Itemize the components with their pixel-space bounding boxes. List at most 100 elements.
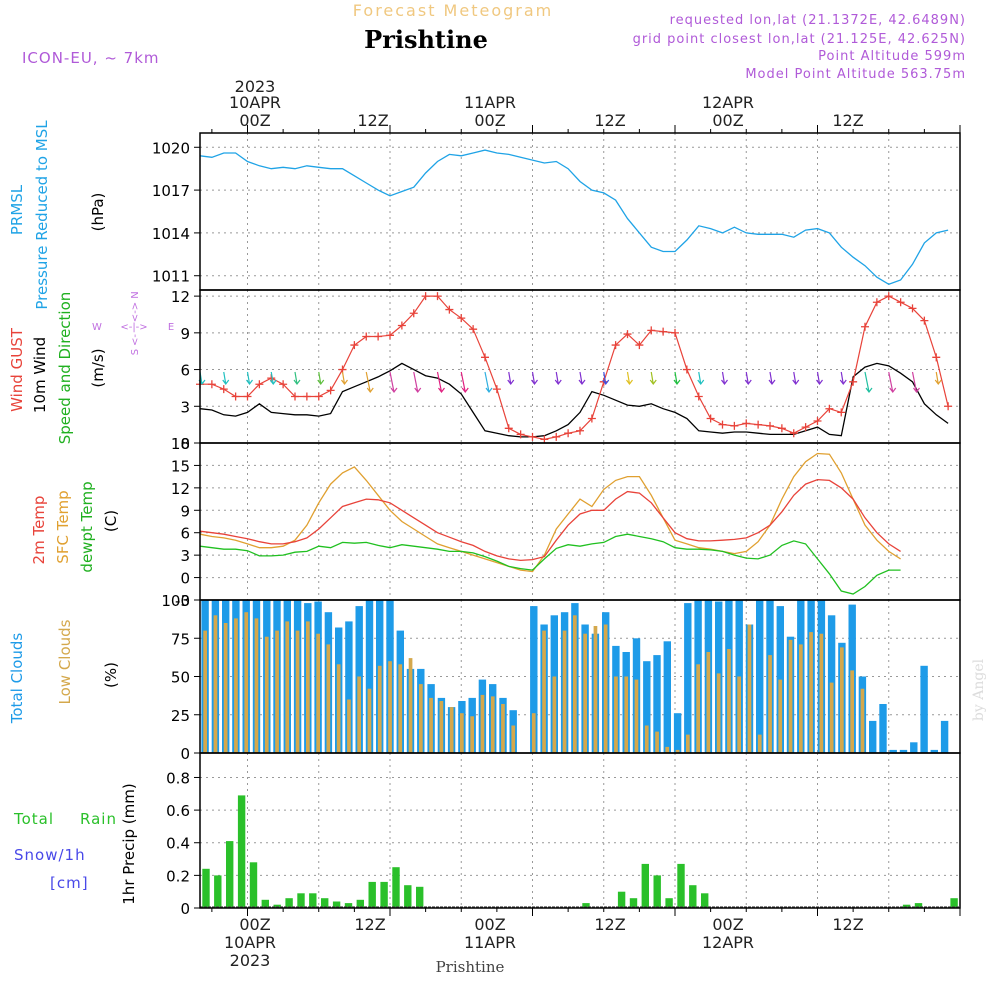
low-cloud-bar — [542, 630, 546, 753]
wind-direction-arrow — [460, 371, 469, 394]
wind-direction-arrow — [888, 371, 897, 394]
wind-direction-arrow — [222, 371, 230, 386]
bottom-day-3: 12APR — [702, 933, 754, 952]
low-cloud-bar — [675, 749, 680, 753]
temp-ytick-label-1: 0 — [180, 570, 190, 588]
wind-direction-arrow — [934, 371, 942, 386]
wind-direction-arrow — [721, 371, 728, 386]
low-cloud-bar — [614, 676, 618, 753]
temp-ytick-label-6: 15 — [171, 457, 190, 475]
low-cloud-bar — [696, 664, 700, 753]
gust-marker — [540, 435, 549, 444]
low-cloud-bar — [727, 649, 731, 753]
low-cloud-bar — [480, 694, 485, 753]
precip-label-1: Total — [13, 810, 54, 828]
gust-marker — [576, 426, 584, 435]
temp-ytick-label-0: -3 — [175, 592, 190, 610]
gust-marker — [932, 353, 941, 362]
clouds-unit: (%) — [102, 662, 120, 688]
gust-marker — [314, 392, 323, 401]
precip-bar — [416, 886, 424, 908]
precip-ytick-label-1: 0.2 — [166, 867, 190, 885]
temp-ytick-label-7: 18 — [171, 435, 190, 453]
gust-marker — [445, 305, 454, 314]
gust-marker — [789, 429, 798, 438]
bottom-tick-4: 12Z — [594, 915, 625, 934]
wind-direction-arrow — [768, 371, 776, 386]
clouds-ytick-label-1: 25 — [171, 707, 190, 725]
gust-marker — [777, 424, 786, 433]
temp-panel-frame — [199, 442, 961, 601]
header-model: ICON-EU, ~ 7km — [22, 49, 160, 67]
precip-ytick-label-3: 0.6 — [166, 802, 190, 820]
low-cloud-bar — [264, 636, 269, 753]
wind-direction-arrow — [293, 371, 301, 386]
precip-bar — [914, 903, 923, 908]
low-cloud-bar — [747, 624, 752, 753]
precip-bar — [902, 904, 911, 908]
bottom-tick-3: 00Z — [474, 915, 505, 934]
gust-marker — [718, 420, 727, 429]
low-cloud-bar — [213, 615, 218, 753]
watermark: by Angel — [971, 658, 987, 721]
total-cloud-bar — [910, 742, 918, 753]
low-cloud-bar — [316, 633, 320, 753]
precip-ytick-label-2: 0.4 — [166, 835, 190, 853]
bottom-tick-5: 00Z — [712, 915, 743, 934]
gust-marker — [944, 402, 953, 411]
pressure-unit: (hPa) — [89, 193, 107, 232]
low-cloud-bar — [347, 699, 351, 753]
precip-bar — [641, 863, 649, 908]
total-cloud-bar — [879, 704, 887, 753]
precip-bar — [689, 885, 697, 908]
low-cloud-bar — [429, 697, 433, 753]
precip-bar — [701, 893, 709, 908]
clouds-ytick-label-4: 100 — [161, 592, 190, 610]
low-cloud-bar — [686, 734, 690, 753]
pressure-ytick-label-1: 1014 — [152, 225, 190, 243]
low-cloud-bar — [275, 630, 279, 753]
temp-ytick-label-2: 3 — [180, 547, 190, 565]
gust-marker — [457, 314, 466, 323]
total-cloud-bar — [345, 621, 353, 753]
gust-marker — [730, 421, 739, 430]
total-cloud-bar — [663, 641, 671, 753]
clouds-ytick-label-0: 0 — [180, 745, 190, 763]
precip-bar — [285, 898, 293, 908]
gust-marker — [362, 332, 371, 341]
total-cloud-bar — [940, 720, 949, 753]
precip-bar — [368, 881, 376, 908]
gust-marker — [469, 325, 478, 334]
precip-bar — [237, 795, 246, 908]
low-cloud-bar — [768, 655, 772, 753]
wind-direction-arrow — [269, 371, 277, 386]
top-tick-6: 12Z — [832, 111, 863, 130]
precip-bar — [404, 885, 412, 908]
gust-marker — [920, 316, 929, 325]
gust-marker — [243, 392, 252, 401]
precip-bar — [214, 875, 222, 908]
gust-marker — [813, 416, 822, 425]
low-cloud-bar — [665, 746, 670, 753]
gust-marker — [908, 304, 917, 313]
gust-marker — [207, 380, 216, 389]
wind-direction-arrow — [744, 371, 752, 386]
header-grid-point: grid point closest lon,lat (21.125E, 42.… — [633, 32, 966, 47]
low-cloud-bar — [388, 661, 392, 753]
top-tick-1: 00Z — [239, 111, 270, 130]
gust-marker — [231, 392, 240, 401]
top-day-3: 12APR — [702, 93, 754, 112]
gust-marker — [386, 331, 394, 340]
clouds-ytick-label-2: 50 — [171, 669, 190, 687]
sfc-temp-line — [199, 452, 901, 573]
precip-bar — [249, 862, 258, 908]
gust-marker — [433, 292, 442, 301]
wind-direction-arrow — [341, 371, 348, 386]
wind-direction-arrow — [839, 371, 847, 386]
precip-panel-frame — [199, 752, 961, 909]
gust-marker — [481, 353, 489, 362]
low-cloud-bar — [583, 633, 587, 753]
bottom-tick-2: 12Z — [354, 915, 385, 934]
svg-text:<-: <- — [130, 334, 141, 346]
precip-ytick-label-4: 0.8 — [166, 769, 190, 787]
